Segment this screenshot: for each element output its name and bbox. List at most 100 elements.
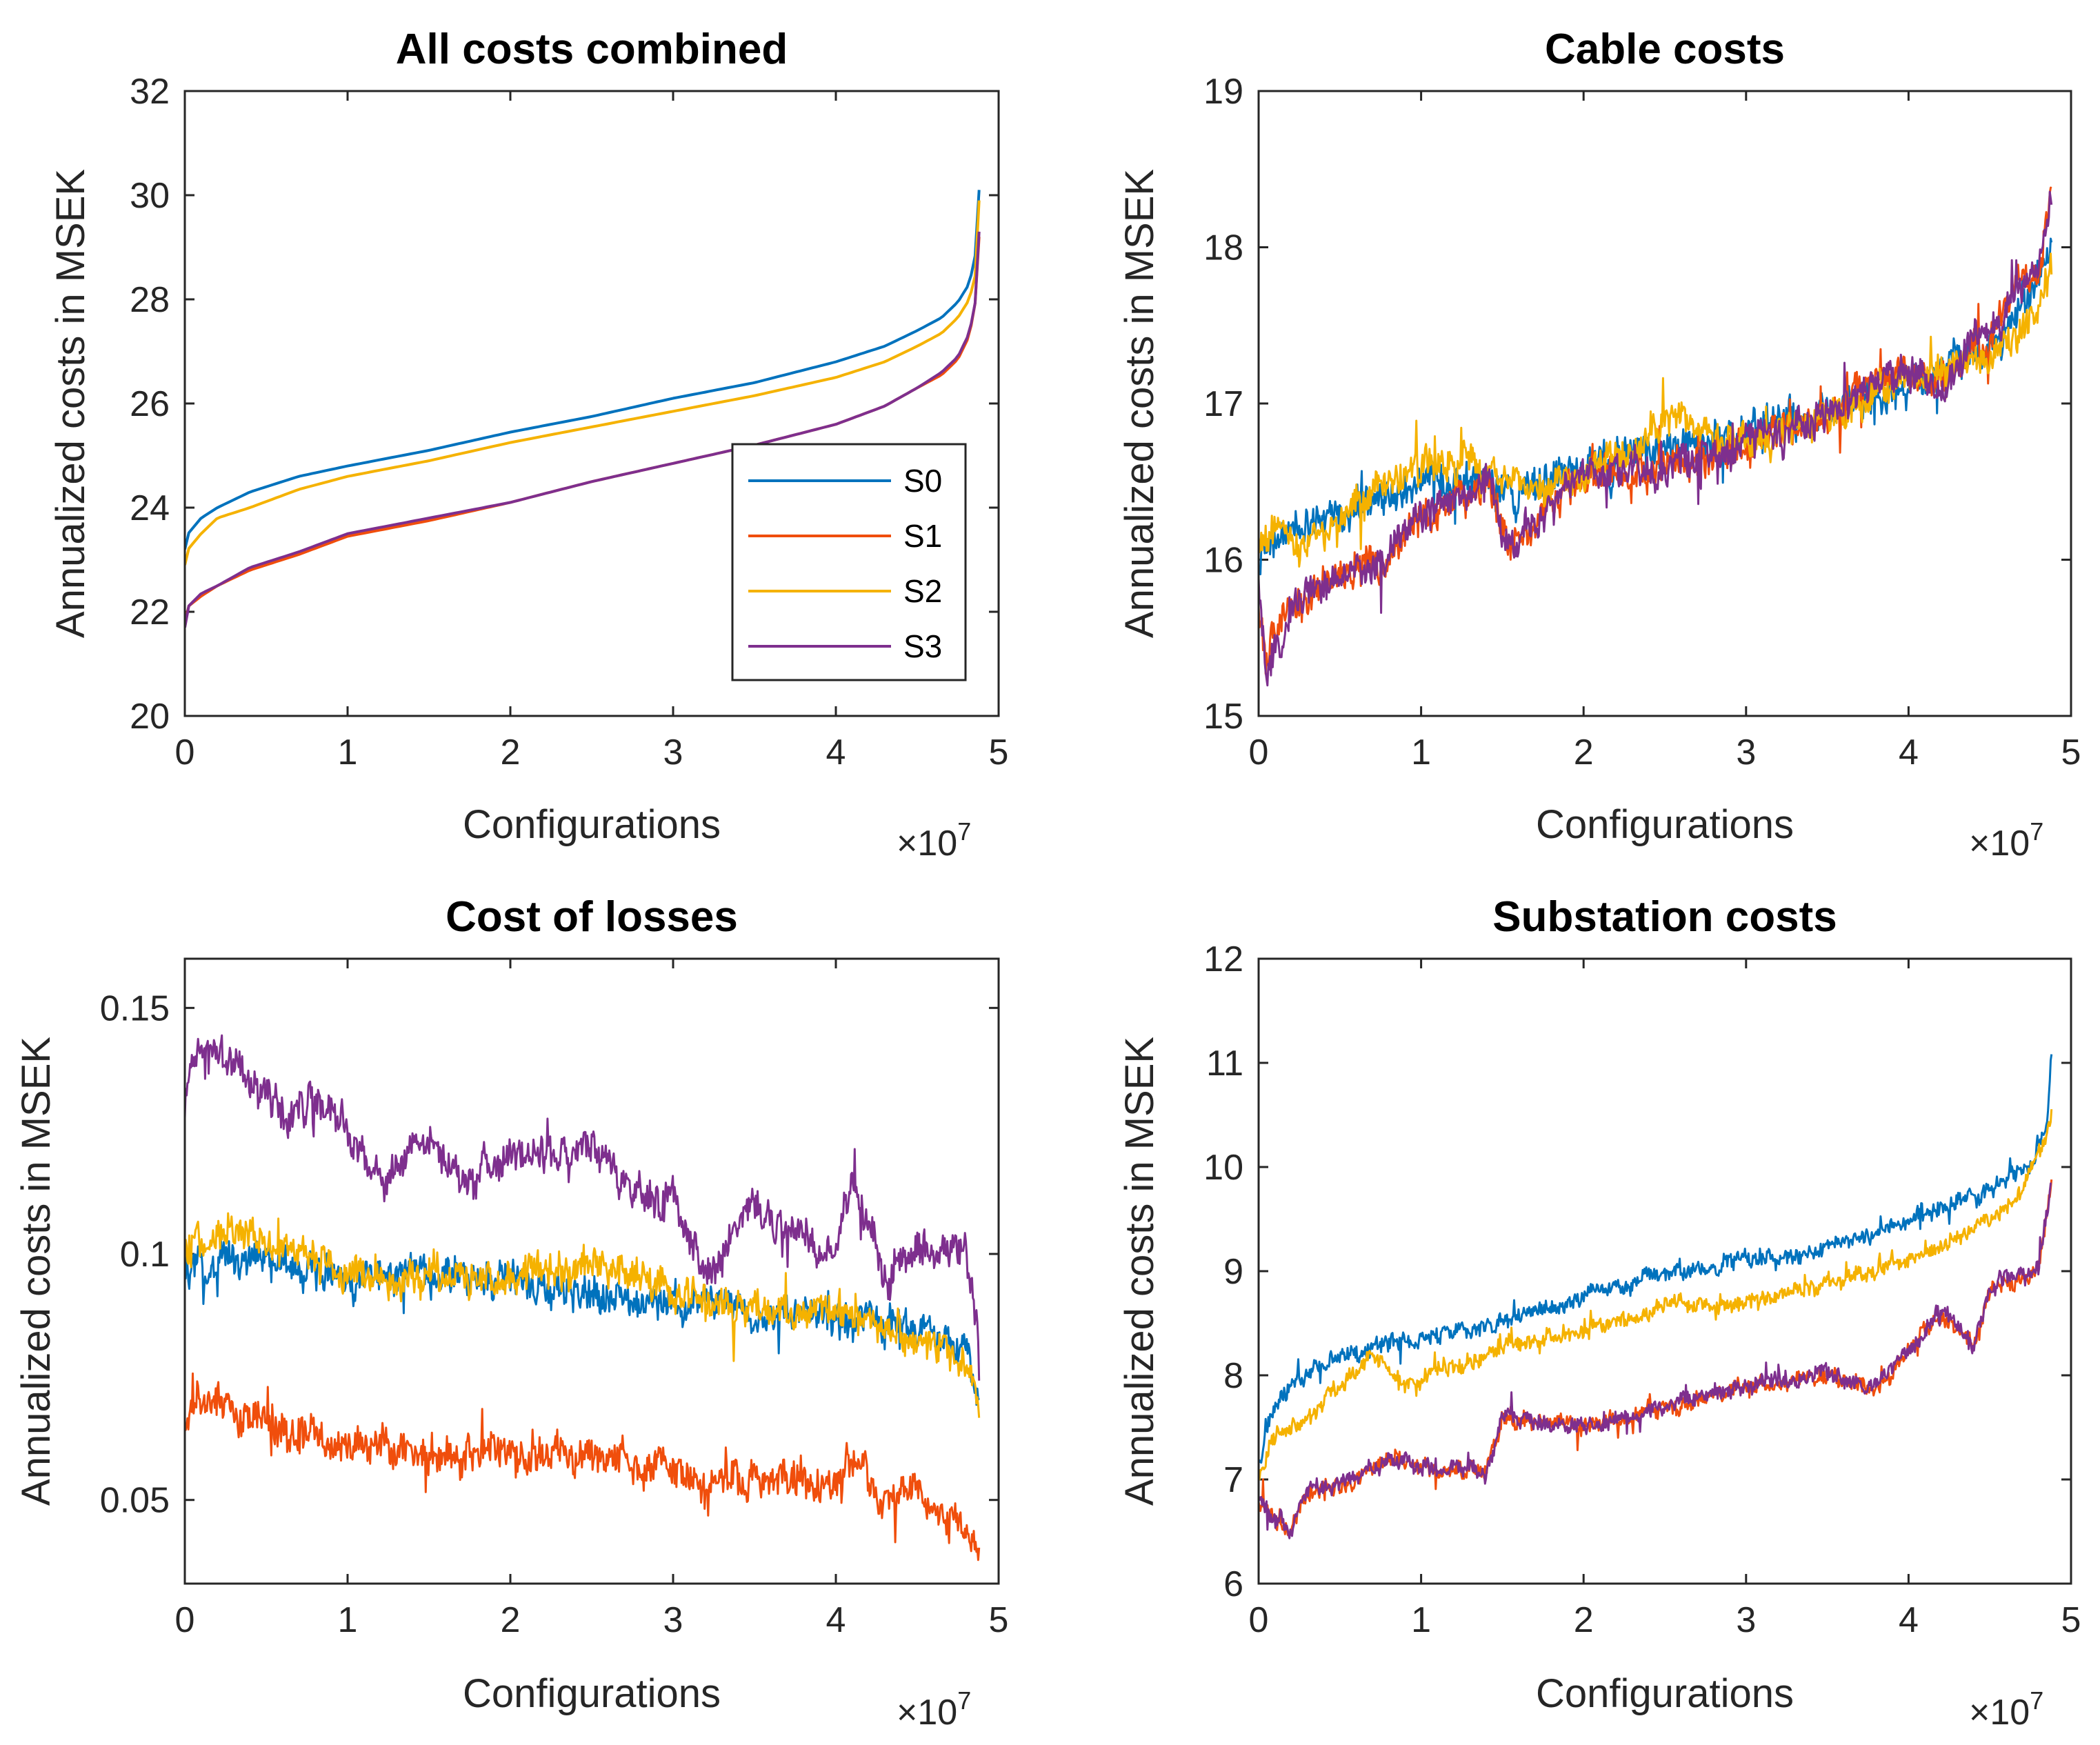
series-line-s0	[1259, 237, 2053, 576]
x-tick-label: 0	[175, 1600, 195, 1640]
series-line-s0	[185, 190, 981, 550]
y-tick-label: 20	[130, 697, 170, 737]
x-tick-label: 1	[338, 732, 358, 772]
y-tick-label: 28	[130, 280, 170, 320]
legend-label-s0: S0	[903, 463, 942, 499]
x-axis-multiplier: ×107	[897, 817, 971, 864]
x-tick-label: 0	[1249, 1600, 1269, 1640]
x-multiplier-base: ×10	[1969, 824, 2030, 864]
series-line-s3	[185, 1034, 981, 1381]
y-tick-label: 0.05	[100, 1481, 170, 1521]
x-multiplier-exponent: 7	[2030, 817, 2043, 846]
series-line-s3	[1259, 1182, 2052, 1539]
x-multiplier-base: ×10	[897, 1693, 957, 1733]
y-tick-label: 7	[1223, 1460, 1243, 1500]
x-tick-label: 5	[989, 732, 1009, 772]
y-axis-label: Annualized costs in MSEK	[48, 169, 93, 639]
series-line-s2	[185, 1212, 981, 1418]
subplot-cable-costs: Cable costs 0 1 2 3 4 5 15 16 17 18 19 Configurati…	[1117, 26, 2081, 864]
x-tick-label: 3	[663, 732, 683, 772]
y-tick-label: 24	[130, 488, 170, 528]
series-line-s0	[1259, 1054, 2053, 1464]
legend-label-s1: S1	[903, 518, 942, 554]
x-tick-label: 4	[1899, 732, 1919, 772]
y-axis-label: Annualized costs in MSEK	[1117, 169, 1162, 639]
y-tick-label: 8	[1223, 1356, 1243, 1396]
series-line-s2	[185, 200, 981, 566]
x-tick-label: 3	[1736, 1600, 1756, 1640]
tick-layer: 0 1 2 3 4 5 20 22 24 26 28 30 32	[130, 72, 1008, 772]
x-tick-label: 3	[1736, 732, 1756, 772]
x-multiplier-exponent: 7	[957, 817, 971, 846]
y-tick-label: 18	[1203, 228, 1243, 268]
x-tick-label: 1	[1411, 732, 1431, 772]
y-tick-label: 19	[1203, 72, 1243, 112]
y-tick-label: 30	[130, 176, 170, 216]
x-axis-label: Configurations	[1536, 802, 1794, 847]
y-tick-label: 6	[1223, 1564, 1243, 1604]
y-tick-label: 0.1	[120, 1235, 170, 1275]
y-tick-label: 22	[130, 592, 170, 632]
axes-frame	[183, 90, 1000, 717]
axes-frame	[1257, 957, 2072, 1585]
y-tick-label: 17	[1203, 384, 1243, 424]
subplot-title: Cost of losses	[446, 893, 738, 941]
y-tick-label: 10	[1203, 1148, 1243, 1188]
series-line-s3	[185, 231, 981, 628]
y-axis-label: Annualized costs in MSEK	[14, 1037, 59, 1506]
x-tick-label: 2	[501, 1600, 521, 1640]
x-axis-label: Configurations	[463, 802, 721, 847]
x-tick-label: 0	[1249, 732, 1269, 772]
legend-label-s2: S2	[903, 573, 942, 609]
x-axis-label: Configurations	[463, 1671, 721, 1716]
x-multiplier-exponent: 7	[957, 1686, 971, 1715]
legend-label-s3: S3	[903, 628, 942, 664]
x-axis-multiplier: ×107	[1969, 817, 2043, 864]
legend: S0 S1 S2 S3	[731, 443, 967, 681]
legend-box	[731, 443, 967, 681]
series-line-s3	[1259, 190, 2053, 687]
subplot-title: All costs combined	[396, 26, 788, 73]
y-tick-label: 0.15	[100, 988, 170, 1028]
x-tick-label: 4	[826, 732, 846, 772]
x-multiplier-base: ×10	[1969, 1693, 2030, 1733]
x-tick-label: 3	[663, 1600, 683, 1640]
x-tick-label: 5	[2061, 1600, 2081, 1640]
x-multiplier-base: ×10	[897, 824, 957, 864]
subplot-title: Substation costs	[1492, 893, 1837, 941]
x-tick-label: 5	[2061, 732, 2081, 772]
x-tick-label: 2	[1574, 1600, 1594, 1640]
subplot-cost-of-losses: Cost of losses 0 1 2 3 4 5 0.05 0.1 0.15 Configu…	[14, 893, 1008, 1733]
y-tick-label: 16	[1203, 541, 1243, 581]
series-layer	[1259, 1054, 2053, 1539]
axes-frame	[183, 957, 1000, 1585]
series-layer	[185, 190, 981, 628]
y-axis-label: Annualized costs in MSEK	[1117, 1037, 1162, 1506]
series-line-s1	[185, 1372, 981, 1562]
y-tick-label: 12	[1203, 939, 1243, 979]
x-axis-multiplier: ×107	[897, 1686, 971, 1733]
subplot-title: Cable costs	[1545, 26, 1785, 73]
tick-layer: 0 1 2 3 4 5 0.05 0.1 0.15	[100, 959, 1009, 1640]
subplot-all-costs-combined: All costs combined 0 1 2 3 4 520222426283032 …	[48, 26, 1008, 864]
x-axis-multiplier: ×107	[1969, 1686, 2043, 1733]
y-tick-label: 11	[1206, 1044, 1243, 1084]
axes-frame	[1257, 90, 2072, 717]
series-line-s0	[185, 1240, 980, 1406]
y-tick-label: 32	[130, 72, 170, 112]
x-tick-label: 4	[1899, 1600, 1919, 1640]
y-tick-label: 15	[1203, 697, 1243, 737]
series-line-s2	[1259, 1109, 2053, 1481]
x-tick-label: 2	[1574, 732, 1594, 772]
y-tick-label: 26	[130, 384, 170, 424]
series-layer	[185, 1034, 981, 1562]
x-multiplier-exponent: 7	[2030, 1686, 2043, 1715]
y-tick-label: 9	[1223, 1252, 1243, 1292]
x-tick-label: 2	[501, 732, 521, 772]
series-layer	[1259, 186, 2053, 687]
x-tick-label: 5	[989, 1600, 1009, 1640]
x-tick-label: 0	[175, 732, 195, 772]
